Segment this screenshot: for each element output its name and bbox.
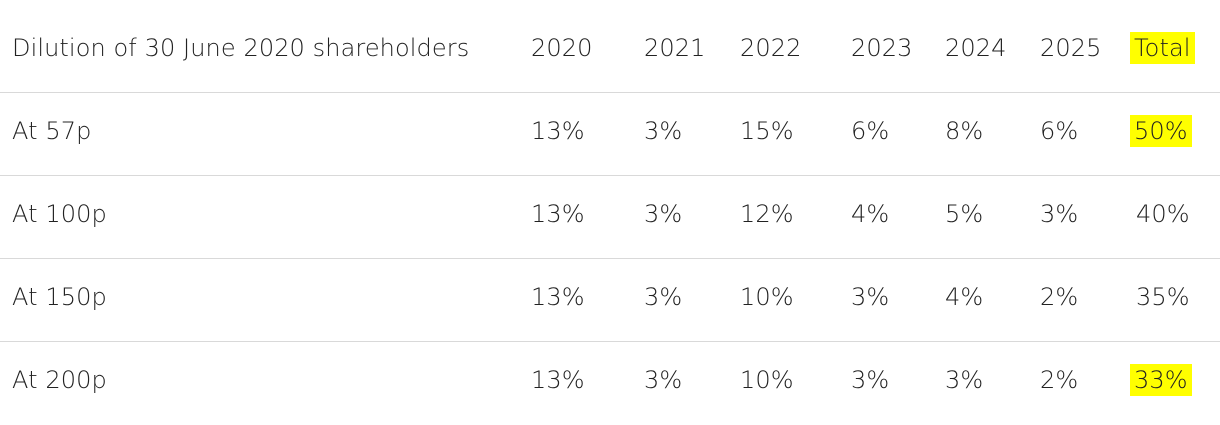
header-2020: 2020 (531, 34, 593, 62)
cell-2023: 6% (851, 117, 890, 145)
cell-2025: 6% (1040, 117, 1079, 145)
cell-2021: 3% (644, 117, 683, 145)
cell-2024: 3% (945, 366, 984, 394)
cell-total: 33% (1130, 364, 1192, 396)
cell-2024: 5% (945, 200, 984, 228)
row-label: At 100p (12, 200, 107, 228)
row-label: At 57p (12, 117, 92, 145)
cell-2020: 13% (531, 283, 585, 311)
cell-2021: 3% (644, 366, 683, 394)
cell-2021: 3% (644, 283, 683, 311)
table-row: At 150p 13% 3% 10% 3% 4% 2% 35% (0, 259, 1220, 342)
cell-2021: 3% (644, 200, 683, 228)
cell-2023: 3% (851, 366, 890, 394)
cell-total: 50% (1130, 115, 1192, 147)
header-total: Total (1130, 32, 1195, 64)
cell-2023: 3% (851, 283, 890, 311)
cell-total: 40% (1136, 200, 1190, 228)
table-row: At 100p 13% 3% 12% 4% 5% 3% 40% (0, 176, 1220, 259)
header-label: Dilution of 30 June 2020 shareholders (12, 34, 470, 62)
cell-2022: 10% (740, 366, 794, 394)
header-2021: 2021 (644, 34, 706, 62)
cell-2022: 10% (740, 283, 794, 311)
cell-2024: 8% (945, 117, 984, 145)
table-row: At 200p 13% 3% 10% 3% 3% 2% 33% (0, 342, 1220, 425)
cell-2025: 3% (1040, 200, 1079, 228)
cell-2023: 4% (851, 200, 890, 228)
cell-2020: 13% (531, 366, 585, 394)
cell-2025: 2% (1040, 366, 1079, 394)
cell-2022: 12% (740, 200, 794, 228)
cell-total: 35% (1136, 283, 1190, 311)
table-header-row: Dilution of 30 June 2020 shareholders 20… (0, 10, 1220, 93)
cell-2020: 13% (531, 200, 585, 228)
header-2022: 2022 (740, 34, 802, 62)
row-label: At 150p (12, 283, 107, 311)
cell-2020: 13% (531, 117, 585, 145)
row-label: At 200p (12, 366, 107, 394)
header-2024: 2024 (945, 34, 1007, 62)
table-row: At 57p 13% 3% 15% 6% 8% 6% 50% (0, 93, 1220, 176)
dilution-table: Dilution of 30 June 2020 shareholders 20… (0, 10, 1220, 396)
cell-2025: 2% (1040, 283, 1079, 311)
cell-2024: 4% (945, 283, 984, 311)
header-2023: 2023 (851, 34, 913, 62)
cell-2022: 15% (740, 117, 794, 145)
header-2025: 2025 (1040, 34, 1102, 62)
